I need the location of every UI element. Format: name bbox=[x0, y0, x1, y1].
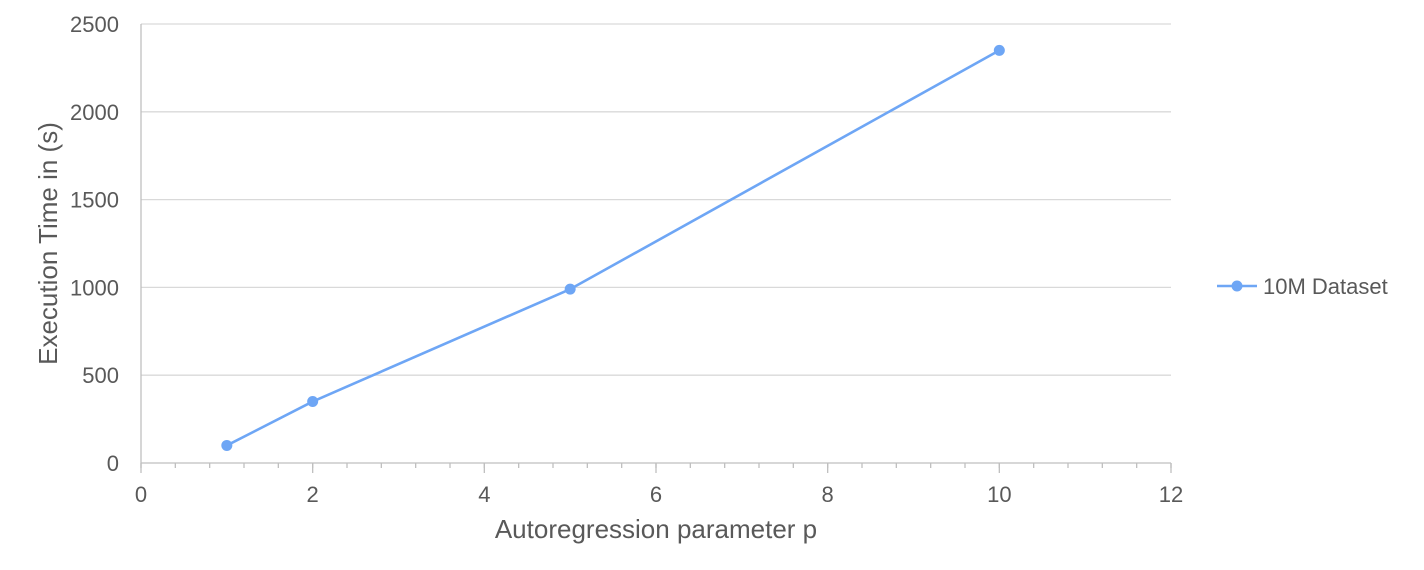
legend: 10M Dataset bbox=[1217, 274, 1388, 299]
tick-labels: 0 500 1000 1500 2000 2500 0 2 4 6 8 10 12 bbox=[70, 12, 1183, 507]
x-tick-label: 10 bbox=[987, 482, 1011, 507]
y-tick-label: 1500 bbox=[70, 188, 119, 213]
data-point bbox=[993, 44, 1005, 56]
plot-area bbox=[221, 44, 1005, 451]
legend-label: 10M Dataset bbox=[1263, 274, 1388, 299]
gridlines bbox=[141, 23, 1171, 376]
data-point bbox=[564, 283, 576, 295]
x-tick-label: 0 bbox=[135, 482, 147, 507]
data-point bbox=[307, 396, 319, 408]
series-line bbox=[226, 49, 1000, 447]
x-tick-label: 4 bbox=[478, 482, 490, 507]
y-tick-label: 2500 bbox=[70, 12, 119, 37]
y-tick-label: 2000 bbox=[70, 100, 119, 125]
x-axis-title: Autoregression parameter p bbox=[495, 514, 817, 544]
x-tick-label: 8 bbox=[822, 482, 834, 507]
y-tick-label: 0 bbox=[107, 451, 119, 476]
y-tick-label: 500 bbox=[82, 363, 119, 388]
legend-marker bbox=[1231, 280, 1243, 292]
x-tick-label: 6 bbox=[650, 482, 662, 507]
x-tick-label: 2 bbox=[307, 482, 319, 507]
y-axis-title: Execution Time in (s) bbox=[33, 122, 63, 365]
axes bbox=[140, 24, 1172, 473]
data-point bbox=[221, 439, 233, 451]
y-tick-label: 1000 bbox=[70, 275, 119, 300]
x-tick-label: 12 bbox=[1159, 482, 1183, 507]
